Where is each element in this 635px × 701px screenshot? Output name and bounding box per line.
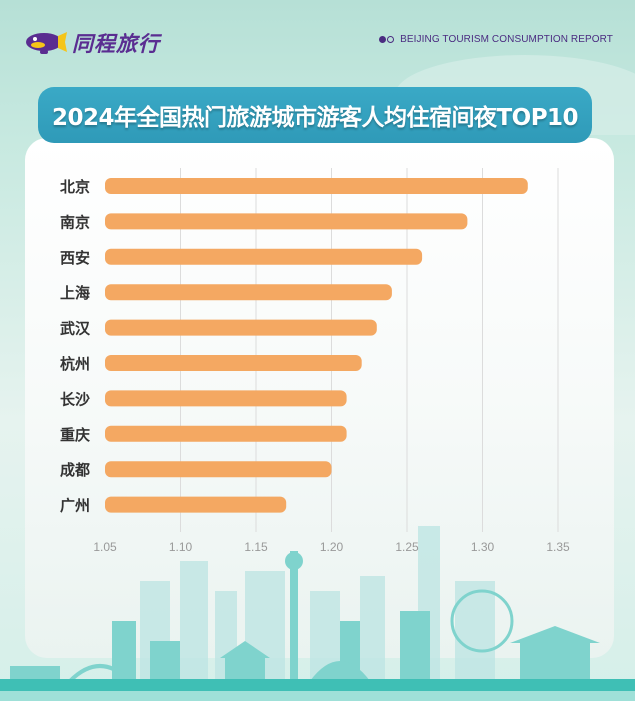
category-label: 广州 (60, 497, 90, 515)
chart-title-banner: 2024年全国热门旅游城市游客人均住宿间夜TOP10 (38, 87, 592, 143)
x-tick-label: 1.30 (471, 540, 495, 554)
x-tick-label: 1.10 (169, 540, 193, 554)
x-tick-label: 1.05 (93, 540, 117, 554)
bar-杭州 (105, 355, 362, 371)
bar-上海 (105, 284, 392, 301)
bar-武汉 (105, 319, 377, 336)
category-label: 成都 (60, 461, 90, 479)
category-label: 长沙 (60, 390, 90, 408)
bar-重庆 (105, 425, 347, 442)
category-label: 西安 (60, 249, 90, 267)
x-tick-label: 1.15 (244, 540, 268, 554)
report-label: BEIJING TOURISM CONSUMPTION REPORT (379, 34, 613, 45)
category-label: 南京 (60, 213, 90, 231)
dots-icon (379, 36, 395, 43)
category-label: 杭州 (60, 355, 90, 373)
bar-南京 (105, 213, 468, 230)
category-label: 北京 (60, 178, 90, 196)
x-tick-label: 1.25 (395, 540, 419, 554)
bar-北京 (105, 178, 528, 194)
bar-西安 (105, 248, 423, 265)
city-skyline-illustration (0, 526, 635, 701)
x-tick-label: 1.35 (546, 540, 570, 554)
blimp-icon (26, 32, 67, 54)
category-label: 武汉 (60, 320, 91, 338)
brand-name: 同程旅行 (72, 32, 160, 56)
chart-title: 2024年全国热门旅游城市游客人均住宿间夜TOP10 (51, 105, 579, 131)
report-label-text: BEIJING TOURISM CONSUMPTION REPORT (400, 34, 613, 45)
brand-logo: 同程旅行 (24, 28, 160, 58)
bar-广州 (105, 496, 287, 513)
x-tick-label: 1.20 (320, 540, 344, 554)
bar-成都 (105, 461, 332, 478)
category-label: 上海 (60, 284, 90, 302)
category-label: 重庆 (60, 426, 90, 444)
bar-长沙 (105, 390, 347, 407)
